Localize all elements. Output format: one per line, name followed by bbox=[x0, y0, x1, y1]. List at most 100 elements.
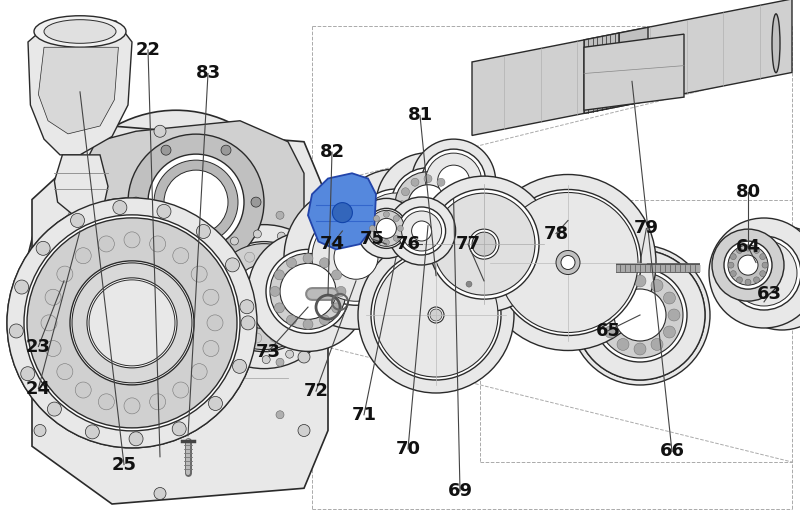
Circle shape bbox=[200, 273, 208, 281]
Circle shape bbox=[323, 292, 331, 301]
Text: 23: 23 bbox=[26, 338, 51, 355]
Circle shape bbox=[34, 351, 46, 363]
Circle shape bbox=[374, 215, 379, 222]
Circle shape bbox=[319, 258, 330, 268]
Circle shape bbox=[24, 215, 240, 431]
Polygon shape bbox=[58, 242, 109, 312]
Circle shape bbox=[754, 277, 759, 283]
Circle shape bbox=[322, 284, 330, 292]
Ellipse shape bbox=[724, 237, 780, 261]
Circle shape bbox=[87, 278, 177, 368]
Circle shape bbox=[233, 359, 246, 373]
Circle shape bbox=[172, 422, 186, 436]
Text: 69: 69 bbox=[447, 482, 473, 500]
Circle shape bbox=[70, 261, 194, 385]
Circle shape bbox=[336, 286, 346, 297]
Circle shape bbox=[303, 319, 313, 329]
Circle shape bbox=[86, 425, 99, 439]
Circle shape bbox=[746, 242, 800, 314]
Circle shape bbox=[217, 295, 227, 305]
Circle shape bbox=[27, 218, 237, 428]
Circle shape bbox=[203, 341, 219, 356]
Circle shape bbox=[760, 254, 766, 260]
Text: 73: 73 bbox=[255, 343, 281, 361]
Circle shape bbox=[240, 300, 254, 314]
Circle shape bbox=[605, 292, 617, 304]
Circle shape bbox=[207, 315, 223, 331]
Circle shape bbox=[560, 255, 576, 270]
Circle shape bbox=[221, 145, 231, 155]
Ellipse shape bbox=[67, 226, 96, 236]
Circle shape bbox=[98, 394, 114, 410]
Circle shape bbox=[262, 355, 270, 364]
Circle shape bbox=[36, 242, 50, 255]
Text: 82: 82 bbox=[319, 143, 345, 161]
Circle shape bbox=[45, 289, 61, 305]
Circle shape bbox=[113, 201, 127, 215]
Circle shape bbox=[34, 425, 46, 436]
Polygon shape bbox=[32, 126, 328, 504]
Circle shape bbox=[68, 211, 76, 219]
Circle shape bbox=[301, 291, 311, 302]
Ellipse shape bbox=[772, 14, 780, 72]
Ellipse shape bbox=[74, 228, 89, 234]
Text: 75: 75 bbox=[359, 230, 385, 248]
Circle shape bbox=[150, 394, 166, 410]
Circle shape bbox=[728, 245, 768, 285]
Circle shape bbox=[575, 250, 705, 380]
Circle shape bbox=[438, 165, 470, 197]
Text: 78: 78 bbox=[543, 225, 569, 243]
Circle shape bbox=[24, 215, 240, 431]
Circle shape bbox=[730, 254, 736, 260]
Circle shape bbox=[270, 332, 280, 342]
Circle shape bbox=[157, 204, 171, 218]
Polygon shape bbox=[80, 121, 304, 273]
Circle shape bbox=[203, 289, 219, 305]
Text: 71: 71 bbox=[351, 406, 377, 424]
Circle shape bbox=[286, 315, 297, 325]
Circle shape bbox=[191, 364, 207, 380]
Circle shape bbox=[219, 277, 230, 287]
Circle shape bbox=[252, 333, 262, 343]
Circle shape bbox=[297, 309, 307, 319]
Circle shape bbox=[245, 252, 254, 262]
Circle shape bbox=[173, 248, 189, 264]
Circle shape bbox=[191, 266, 207, 282]
Circle shape bbox=[248, 232, 368, 351]
Circle shape bbox=[331, 270, 342, 280]
Circle shape bbox=[129, 432, 143, 446]
Polygon shape bbox=[619, 27, 648, 107]
Text: 79: 79 bbox=[634, 219, 659, 237]
Circle shape bbox=[746, 255, 782, 291]
Circle shape bbox=[376, 218, 397, 238]
Circle shape bbox=[286, 258, 297, 268]
Circle shape bbox=[402, 188, 410, 196]
Circle shape bbox=[450, 201, 458, 209]
Circle shape bbox=[203, 341, 219, 356]
Circle shape bbox=[570, 245, 710, 385]
Circle shape bbox=[154, 160, 238, 244]
Circle shape bbox=[148, 154, 244, 250]
Circle shape bbox=[128, 134, 264, 270]
Circle shape bbox=[378, 213, 414, 249]
Polygon shape bbox=[584, 34, 684, 110]
Circle shape bbox=[398, 201, 406, 209]
Circle shape bbox=[712, 229, 784, 301]
Circle shape bbox=[191, 266, 207, 282]
Circle shape bbox=[731, 240, 797, 306]
Circle shape bbox=[730, 226, 800, 330]
Circle shape bbox=[70, 214, 85, 227]
Text: 22: 22 bbox=[135, 41, 161, 59]
Circle shape bbox=[41, 315, 57, 331]
Circle shape bbox=[211, 244, 317, 350]
Circle shape bbox=[286, 324, 296, 334]
Circle shape bbox=[368, 211, 404, 246]
Circle shape bbox=[274, 303, 285, 313]
Circle shape bbox=[75, 248, 91, 264]
Circle shape bbox=[230, 237, 238, 245]
Circle shape bbox=[312, 213, 400, 301]
Circle shape bbox=[89, 280, 175, 366]
Circle shape bbox=[150, 236, 166, 252]
Circle shape bbox=[209, 396, 222, 411]
Text: 63: 63 bbox=[757, 285, 782, 303]
